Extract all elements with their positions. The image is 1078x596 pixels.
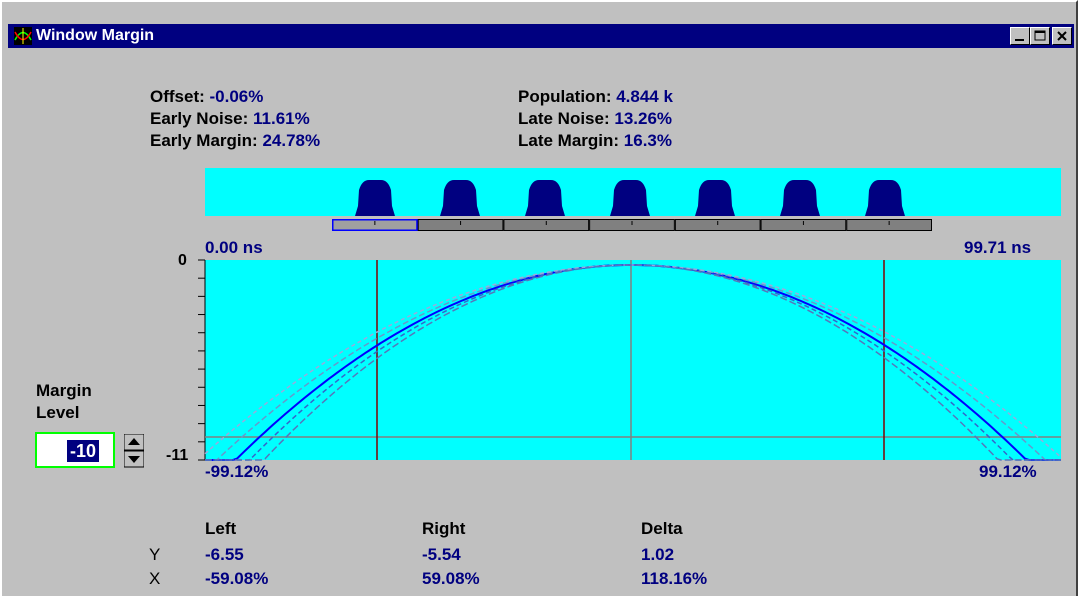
- margin-traces: [204, 264, 1062, 461]
- pulse-shape: [525, 180, 565, 216]
- population-label: Population:: [518, 87, 612, 106]
- offset-label: Offset:: [150, 87, 205, 106]
- plot-area: [205, 260, 1061, 460]
- title-bar[interactable]: Window Margin: [8, 24, 1074, 48]
- y-left-value: -6.55: [205, 545, 244, 564]
- y-axis-bottom-label: -11: [166, 447, 189, 464]
- margin-level-spinner[interactable]: [124, 434, 144, 468]
- margin-level-label-line2: Level: [36, 403, 80, 422]
- late-noise-stat: Late Noise: 13.26%: [518, 109, 672, 129]
- early-noise-value: 11.61%: [253, 109, 310, 128]
- margin-level-label: Margin Level: [36, 380, 92, 424]
- pulse-overview-strip[interactable]: [205, 168, 1061, 216]
- margin-level-value: -10: [67, 440, 100, 462]
- maximize-button[interactable]: [1030, 27, 1050, 45]
- unit-interval-selector[interactable]: [332, 219, 932, 231]
- x-delta-value: 118.16%: [641, 569, 708, 588]
- spin-down-icon: [128, 456, 140, 463]
- margin-level-label-line1: Margin: [36, 381, 92, 400]
- y-axis-ticks: [198, 259, 205, 461]
- margin-trace: [205, 264, 1061, 461]
- early-margin-stat: Early Margin: 24.78%: [150, 131, 320, 151]
- x-axis-left-label: -99.12%: [205, 462, 269, 481]
- offset-value: -0.06%: [209, 87, 264, 106]
- header-right: Right: [422, 519, 466, 538]
- pulse-overview-graphic: [355, 180, 905, 216]
- window-title: Window Margin: [36, 27, 155, 44]
- minimize-button[interactable]: [1010, 27, 1030, 45]
- late-margin-stat: Late Margin: 16.3%: [518, 131, 672, 151]
- pulse-shape: [695, 180, 735, 216]
- row-x-label: X: [149, 569, 161, 588]
- maximize-icon: [1034, 30, 1046, 41]
- late-margin-label: Late Margin:: [518, 131, 620, 150]
- population-stat: Population: 4.844 k: [518, 87, 673, 107]
- pulse-shape: [355, 180, 395, 216]
- offset-stat: Offset: -0.06%: [150, 87, 263, 107]
- late-margin-value: 16.3%: [623, 131, 672, 150]
- x-right-value: 59.08%: [422, 569, 480, 588]
- x-left-value: -59.08%: [205, 569, 269, 588]
- x-axis-right-label: 99.12%: [979, 462, 1037, 481]
- early-noise-label: Early Noise:: [150, 109, 249, 128]
- y-right-value: -5.54: [422, 545, 461, 564]
- row-y-label: Y: [149, 545, 161, 564]
- margin-level-input[interactable]: -10: [35, 432, 115, 468]
- population-value: 4.844 k: [616, 87, 673, 106]
- y-axis-top-label: 0: [178, 252, 187, 269]
- bathtub-margin-plot[interactable]: [162, 257, 1062, 462]
- early-margin-value: 24.78%: [262, 131, 321, 150]
- pulse-shape: [780, 180, 820, 216]
- pulse-shape: [610, 180, 650, 216]
- minimize-icon: [1015, 39, 1024, 41]
- early-noise-stat: Early Noise: 11.61%: [150, 109, 310, 129]
- y-delta-value: 1.02: [641, 545, 675, 564]
- eye-diagram-app-icon: [14, 27, 32, 45]
- margin-trace: [204, 264, 1062, 458]
- time-end-label: 99.71 ns: [964, 238, 1032, 257]
- time-start-label: 0.00 ns: [205, 238, 263, 257]
- header-delta: Delta: [641, 519, 683, 538]
- header-left: Left: [205, 519, 237, 538]
- spin-up-icon: [128, 438, 140, 445]
- pulse-shape: [440, 180, 480, 216]
- close-button[interactable]: [1052, 27, 1072, 45]
- early-margin-label: Early Margin:: [150, 131, 258, 150]
- pulse-shape: [865, 180, 905, 216]
- late-noise-value: 13.26%: [614, 109, 673, 128]
- late-noise-label: Late Noise:: [518, 109, 610, 128]
- close-icon: [1057, 31, 1067, 41]
